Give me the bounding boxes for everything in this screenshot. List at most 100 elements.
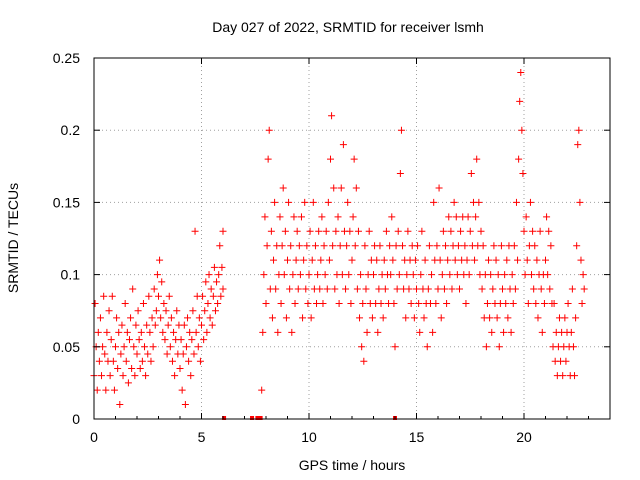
data-point — [137, 328, 145, 336]
data-point — [277, 299, 285, 307]
data-point — [307, 314, 315, 322]
data-point — [291, 299, 299, 307]
data-point — [376, 242, 384, 250]
data-point — [532, 299, 540, 307]
data-point — [518, 126, 526, 134]
data-point — [270, 256, 278, 264]
data-point — [328, 112, 336, 120]
data-point — [483, 299, 491, 307]
zero-value-point — [250, 416, 255, 420]
data-point — [342, 285, 350, 293]
data-point — [543, 213, 551, 221]
data-point — [428, 271, 436, 279]
data-point — [189, 307, 197, 315]
data-point — [100, 292, 108, 300]
data-point — [99, 343, 107, 351]
data-point — [211, 307, 219, 315]
x-tick-label: 20 — [516, 429, 532, 445]
data-point — [259, 328, 267, 336]
data-point — [482, 343, 490, 351]
y-axis-label: SRMTID / TECUs — [5, 183, 21, 293]
data-point — [345, 271, 353, 279]
data-point — [194, 343, 202, 351]
data-point — [579, 271, 587, 279]
data-point — [394, 227, 402, 235]
data-point — [121, 299, 129, 307]
data-point — [514, 256, 522, 264]
zero-value-point — [255, 416, 260, 420]
data-point — [156, 256, 164, 264]
data-point — [516, 97, 524, 105]
data-point — [504, 314, 512, 322]
data-point — [133, 350, 141, 358]
data-point — [324, 198, 332, 206]
data-point — [181, 401, 189, 409]
data-point — [130, 343, 138, 351]
data-point — [198, 321, 205, 329]
data-point — [544, 271, 552, 279]
data-point — [382, 227, 390, 235]
data-point — [477, 227, 485, 235]
data-point — [461, 242, 469, 250]
data-point — [287, 242, 295, 250]
data-point — [139, 299, 147, 307]
data-point — [171, 372, 179, 380]
data-point — [500, 328, 508, 336]
data-point — [188, 336, 196, 344]
data-point — [303, 242, 311, 250]
data-point — [569, 343, 577, 351]
data-point — [286, 285, 294, 293]
data-point — [373, 256, 381, 264]
data-point — [274, 328, 282, 336]
data-point — [571, 372, 579, 380]
data-point — [467, 170, 475, 178]
data-point — [168, 357, 176, 365]
data-point — [464, 213, 472, 221]
data-point — [507, 328, 515, 336]
data-point — [125, 336, 133, 344]
data-point — [465, 271, 473, 279]
data-point — [430, 198, 438, 206]
data-point — [128, 364, 136, 372]
data-point — [219, 227, 227, 235]
data-point — [489, 285, 497, 293]
data-point — [451, 256, 459, 264]
data-point — [258, 386, 266, 394]
data-point — [297, 213, 305, 221]
data-point — [520, 227, 528, 235]
data-point — [446, 271, 454, 279]
data-point — [368, 314, 376, 322]
data-point — [511, 285, 519, 293]
data-point — [155, 292, 162, 300]
y-tick-label: 0 — [72, 411, 80, 427]
data-point — [478, 285, 486, 293]
data-point — [352, 184, 360, 192]
data-point — [375, 285, 383, 293]
data-point — [531, 242, 539, 250]
data-point — [380, 256, 388, 264]
data-point — [320, 242, 328, 250]
data-point — [195, 314, 203, 322]
data-point — [261, 213, 269, 221]
data-point — [414, 242, 422, 250]
data-point — [358, 343, 366, 351]
data-point — [402, 314, 410, 322]
data-point — [501, 271, 509, 279]
data-point — [98, 372, 106, 380]
axis-ticks — [93, 57, 611, 420]
data-point — [510, 242, 518, 250]
data-point — [381, 285, 389, 293]
data-point — [146, 328, 154, 336]
data-point — [148, 314, 156, 322]
data-point — [363, 328, 371, 336]
data-point — [578, 299, 586, 307]
data-point — [109, 357, 117, 365]
data-point — [502, 299, 510, 307]
data-point — [530, 285, 538, 293]
data-point — [415, 299, 423, 307]
data-point — [348, 256, 356, 264]
data-point — [354, 227, 362, 235]
data-point — [294, 285, 302, 293]
data-point — [577, 256, 585, 264]
data-point — [208, 321, 216, 329]
